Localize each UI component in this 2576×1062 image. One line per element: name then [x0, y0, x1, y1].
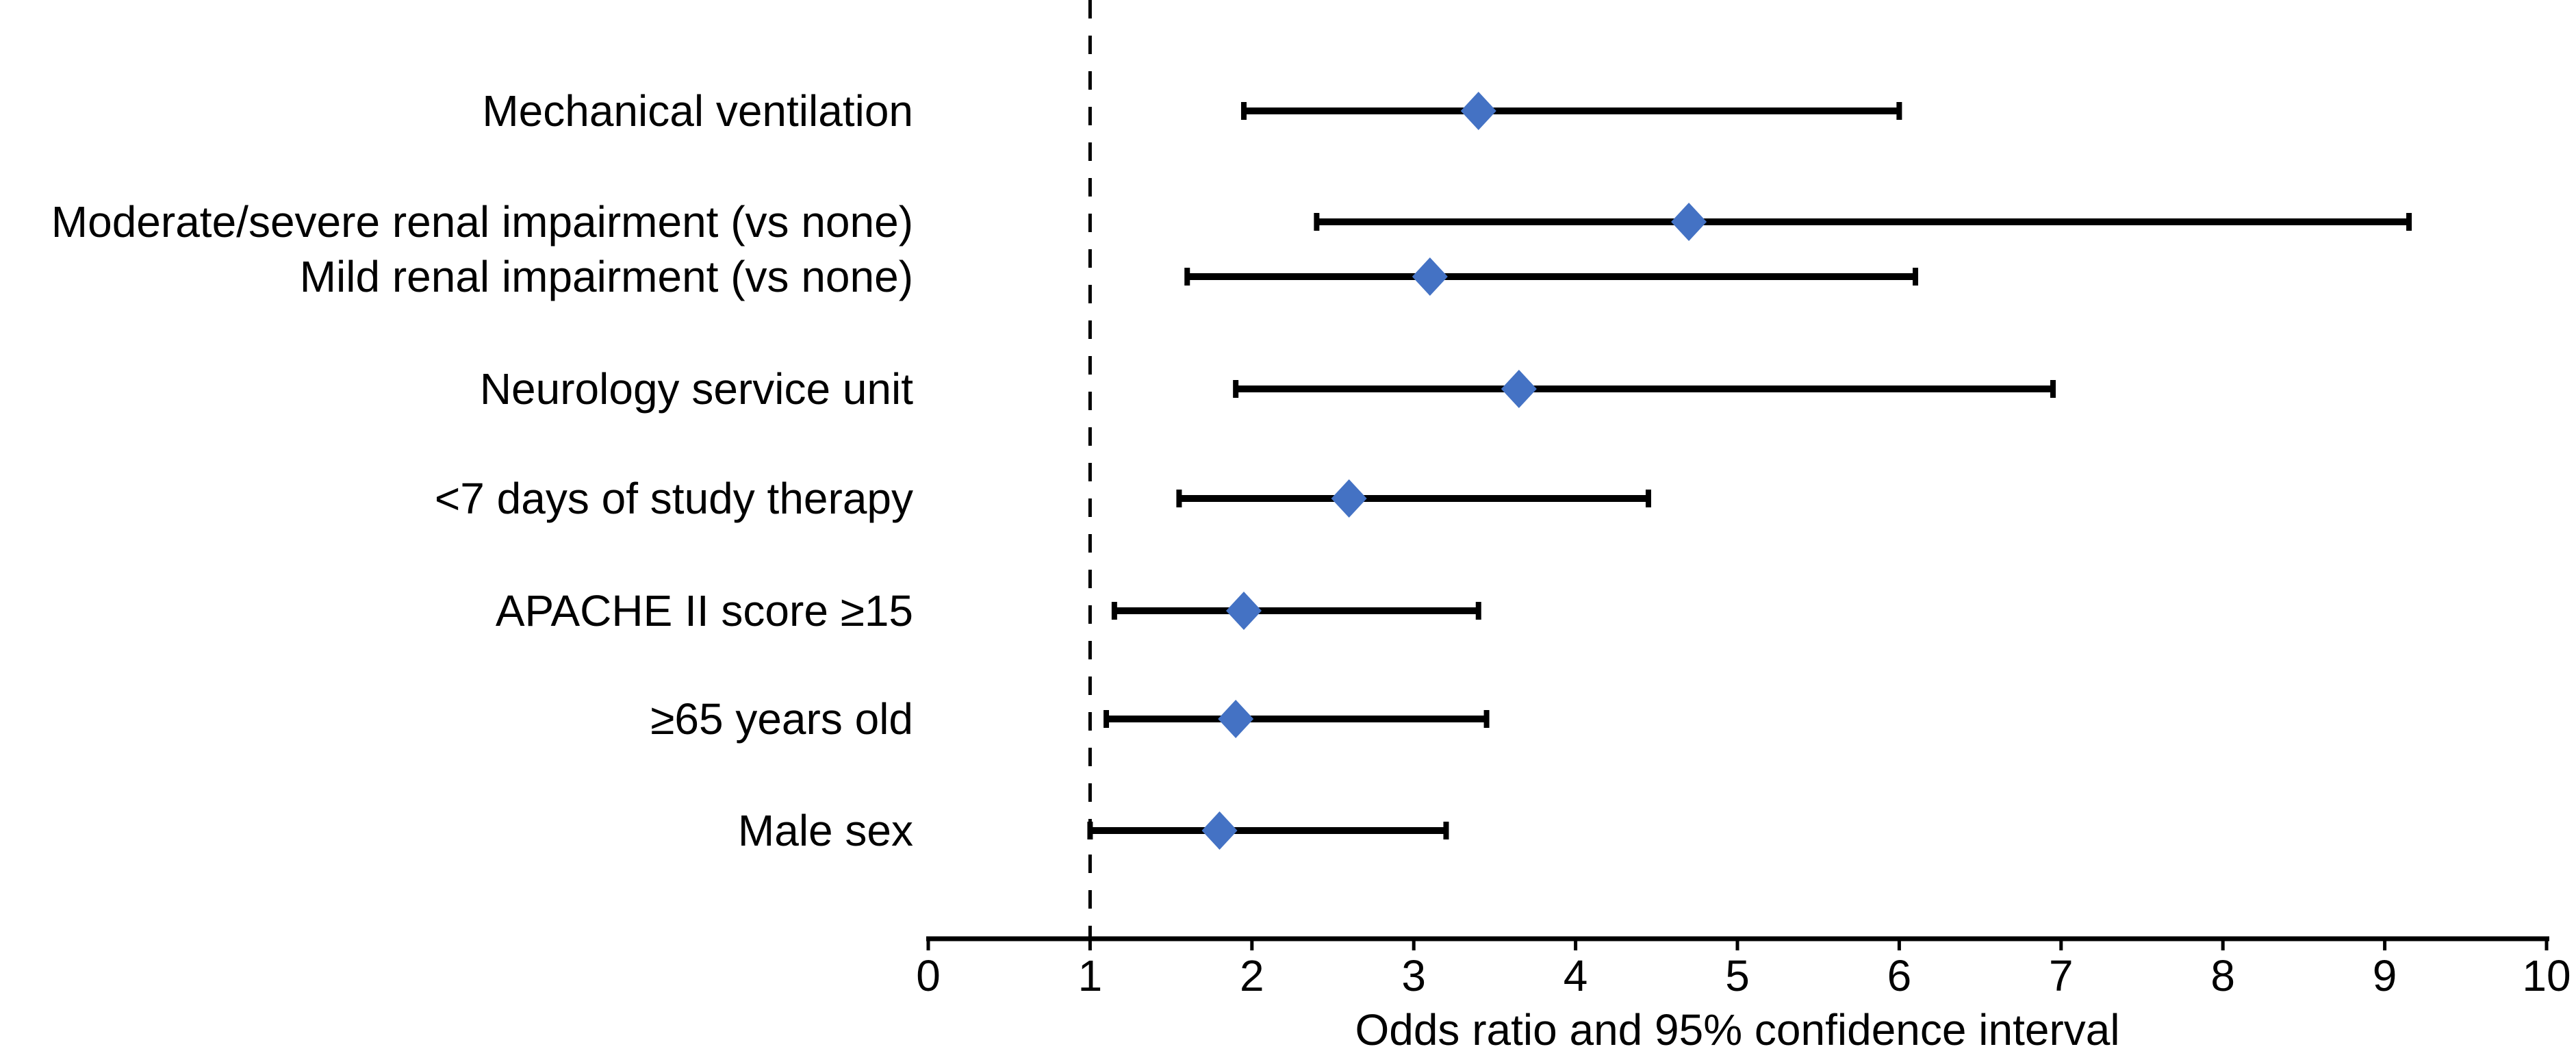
ci-cap-high [2050, 380, 2056, 398]
ci-cap-low [1176, 490, 1182, 507]
forest-row: Mechanical ventilation [482, 86, 1902, 136]
x-tick-label: 3 [1401, 951, 1426, 1000]
ci-cap-high [1443, 822, 1449, 839]
x-tick-label: 2 [1240, 951, 1264, 1000]
x-axis-title: Odds ratio and 95% confidence interval [1355, 1005, 2119, 1054]
forest-row: Mild renal impairment (vs none) [300, 252, 1919, 301]
ci-cap-low [1104, 710, 1110, 728]
ci-whisker [1179, 495, 1648, 502]
x-tick-label: 7 [2049, 951, 2074, 1000]
row-label: Neurology service unit [480, 364, 913, 414]
or-diamond-marker [1460, 92, 1496, 130]
x-tick-label: 4 [1564, 951, 1588, 1000]
forest-row: APACHE II score ≥15 [496, 586, 1481, 635]
forest-row: ≥65 years old [650, 694, 1490, 744]
or-diamond-marker [1671, 203, 1707, 241]
ci-cap-high [1913, 268, 1919, 286]
row-label: Moderate/severe renal impairment (vs non… [51, 197, 913, 246]
row-label: <7 days of study therapy [435, 474, 913, 523]
x-tick-label: 5 [1725, 951, 1750, 1000]
forest-row: Neurology service unit [480, 364, 2056, 414]
x-tick-label: 8 [2210, 951, 2235, 1000]
ci-whisker [1236, 385, 2053, 392]
ci-cap-low [1184, 268, 1190, 286]
row-label: APACHE II score ≥15 [496, 586, 913, 635]
or-diamond-marker [1501, 370, 1537, 408]
ci-cap-low [1087, 822, 1093, 839]
ci-cap-low [1314, 213, 1320, 231]
ci-cap-low [1111, 602, 1117, 620]
row-label: Male sex [738, 806, 913, 855]
x-tick-label: 9 [2373, 951, 2397, 1000]
x-tick-label: 1 [1078, 951, 1103, 1000]
ci-cap-high [1645, 490, 1651, 507]
forest-row: Male sex [738, 806, 1449, 855]
row-label: Mild renal impairment (vs none) [300, 252, 913, 301]
or-diamond-marker [1225, 592, 1262, 630]
ci-cap-high [1896, 102, 1902, 120]
ci-whisker [1316, 218, 2410, 225]
x-tick-label: 10 [2522, 951, 2571, 1000]
or-diamond-marker [1412, 257, 1448, 296]
ci-cap-high [1483, 710, 1490, 728]
ci-cap-high [1475, 602, 1481, 620]
ci-cap-low [1240, 102, 1247, 120]
ci-whisker [1090, 827, 1446, 834]
forest-row: <7 days of study therapy [435, 474, 1651, 523]
ci-cap-high [2406, 213, 2412, 231]
ci-whisker [1243, 108, 1900, 114]
or-diamond-marker [1218, 700, 1254, 738]
forest-row: Moderate/severe renal impairment (vs non… [51, 197, 2412, 246]
x-tick-label: 6 [1887, 951, 1912, 1000]
x-tick-label: 0 [916, 951, 941, 1000]
or-diamond-marker [1331, 479, 1367, 518]
ci-whisker [1114, 607, 1479, 614]
or-diamond-marker [1201, 811, 1238, 850]
row-label: ≥65 years old [650, 694, 913, 744]
ci-whisker [1106, 716, 1487, 722]
ci-cap-low [1233, 380, 1239, 398]
ci-whisker [1187, 273, 1916, 280]
row-label: Mechanical ventilation [482, 86, 913, 136]
